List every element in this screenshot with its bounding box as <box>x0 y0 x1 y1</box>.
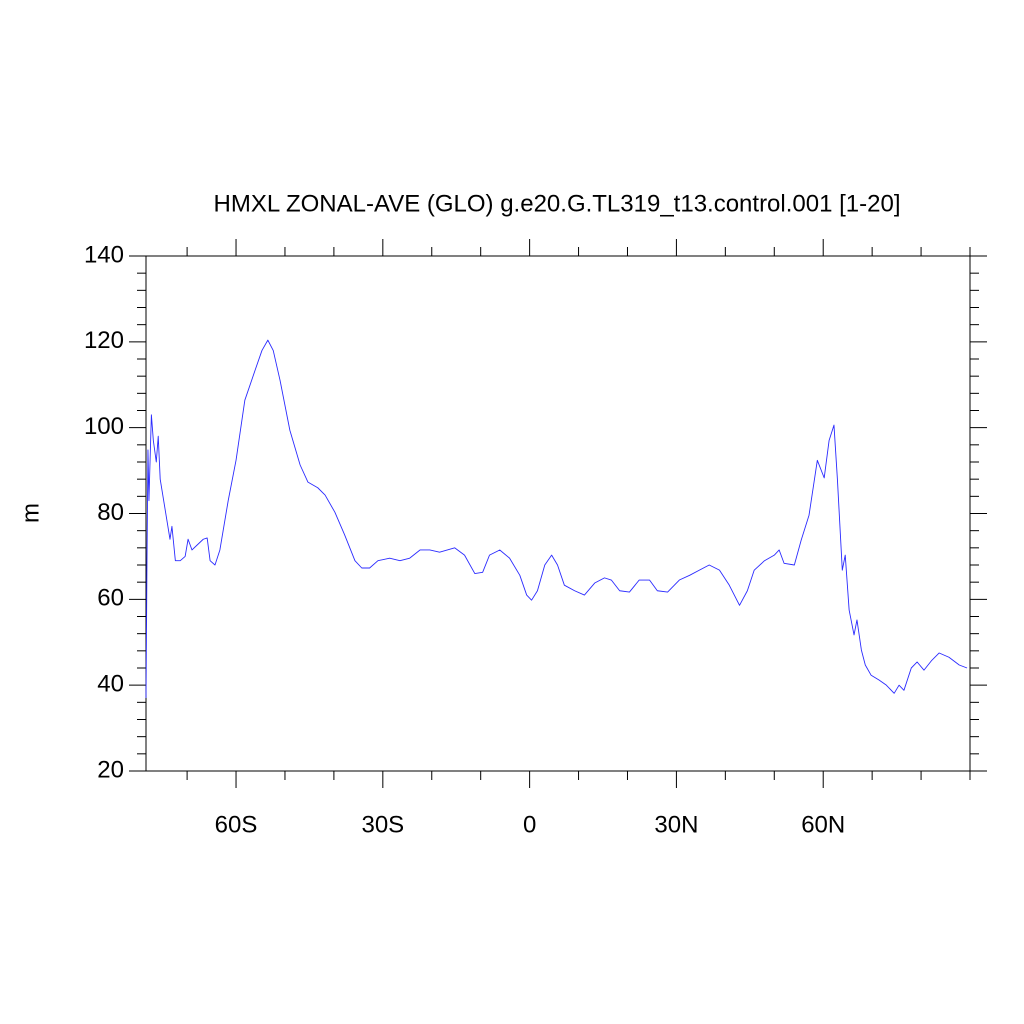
y-tick-label: 60 <box>97 585 124 612</box>
y-tick-label: 100 <box>84 413 124 440</box>
x-tick-label: 60N <box>801 811 845 838</box>
y-tick-label: 20 <box>97 756 124 783</box>
y-tick-label: 120 <box>84 327 124 354</box>
x-tick-label: 30N <box>654 811 698 838</box>
y-tick-label: 40 <box>97 671 124 698</box>
plot-frame <box>145 255 971 772</box>
chart-title: HMXL ZONAL-AVE (GLO) g.e20.G.TL319_t13.c… <box>214 190 901 217</box>
y-tick-label: 140 <box>84 241 124 268</box>
x-tick-label: 0 <box>523 811 536 838</box>
data-line <box>145 339 968 699</box>
y-tick-label: 80 <box>97 499 124 526</box>
x-tick-label: 60S <box>215 811 258 838</box>
x-tick-label: 30S <box>361 811 404 838</box>
y-axis-label: m <box>17 503 44 523</box>
